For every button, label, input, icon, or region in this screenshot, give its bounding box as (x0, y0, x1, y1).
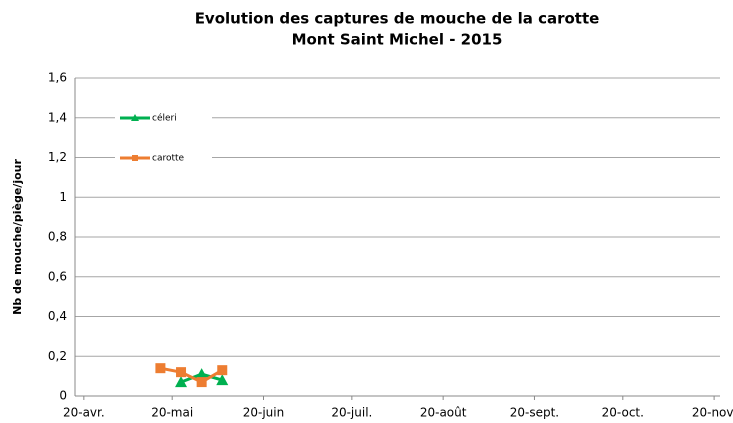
x-tick-label: 20-nov. (692, 406, 733, 420)
x-tick-label: 20-oct. (602, 406, 644, 420)
y-tick-label: 0,6 (48, 269, 67, 283)
y-axis-label: Nb de mouche/piège/jour (11, 159, 24, 315)
legend-label: céleri (152, 113, 177, 124)
x-tick-label: 20-sept. (510, 406, 559, 420)
chart-title: Evolution des captures de mouche de la c… (195, 10, 600, 28)
x-tick-label: 20-juin (243, 406, 284, 420)
series-line (160, 366, 224, 384)
x-tick-label: 20-mai (151, 406, 193, 420)
y-tick-label: 1,4 (48, 110, 67, 124)
legend-label: carotte (152, 154, 185, 164)
legend-bg (115, 149, 212, 167)
legend-bg (115, 109, 212, 127)
y-tick-label: 0,2 (48, 349, 67, 363)
data-point (175, 376, 188, 388)
data-point (196, 377, 207, 388)
x-tick-label: 20-août (420, 406, 467, 420)
data-point (195, 368, 208, 380)
chart-subtitle: Mont Saint Michel - 2015 (292, 31, 503, 49)
data-point (217, 365, 228, 376)
y-tick-label: 1 (59, 190, 67, 204)
data-point (216, 374, 229, 386)
y-tick-label: 0 (59, 389, 67, 403)
y-tick-label: 0,4 (48, 309, 67, 323)
x-tick-label: 20-avr. (63, 406, 105, 420)
data-point (176, 367, 187, 378)
x-tick-label: 20-juil. (331, 406, 372, 420)
y-tick-label: 1,2 (48, 150, 67, 164)
legend-marker (132, 155, 138, 161)
legend-marker (131, 114, 139, 121)
y-tick-label: 0,8 (48, 230, 67, 244)
y-tick-label: 1,6 (48, 71, 67, 85)
data-point (155, 363, 166, 374)
